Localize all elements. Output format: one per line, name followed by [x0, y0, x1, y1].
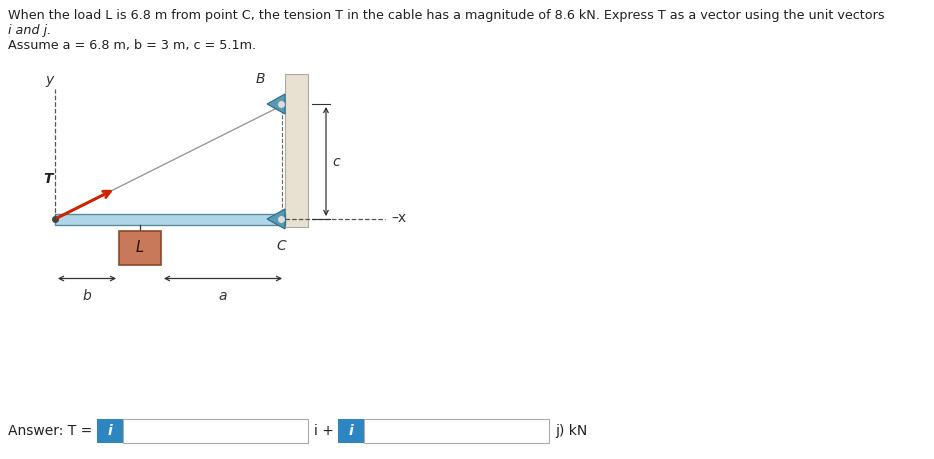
Text: c: c	[332, 155, 340, 168]
Text: L: L	[136, 240, 144, 255]
Bar	[364, 419, 549, 443]
Polygon shape	[267, 209, 285, 229]
Text: C: C	[276, 239, 286, 253]
Text: –x: –x	[391, 211, 406, 225]
Bar	[285, 74, 308, 227]
Text: i +: i +	[314, 424, 333, 438]
Text: y: y	[45, 73, 53, 87]
Bar	[55, 213, 285, 224]
Bar	[123, 419, 308, 443]
Text: i: i	[348, 424, 353, 438]
Text: Answer: T = (: Answer: T = (	[8, 424, 102, 438]
Bar	[97, 419, 123, 443]
Bar	[338, 419, 364, 443]
Text: B: B	[255, 72, 264, 86]
Text: i and j.: i and j.	[8, 24, 51, 37]
Text: b: b	[82, 290, 92, 303]
Text: i: i	[107, 424, 112, 438]
Text: Assume a = 6.8 m, b = 3 m, c = 5.1m.: Assume a = 6.8 m, b = 3 m, c = 5.1m.	[8, 39, 256, 52]
Text: When the load L is 6.8 m from point C, the tension T in the cable has a magnitud: When the load L is 6.8 m from point C, t…	[8, 9, 884, 22]
Text: a: a	[219, 290, 227, 303]
Text: T: T	[44, 172, 53, 186]
Polygon shape	[267, 94, 285, 114]
Text: j) kN: j) kN	[555, 424, 587, 438]
Bar	[119, 230, 161, 264]
